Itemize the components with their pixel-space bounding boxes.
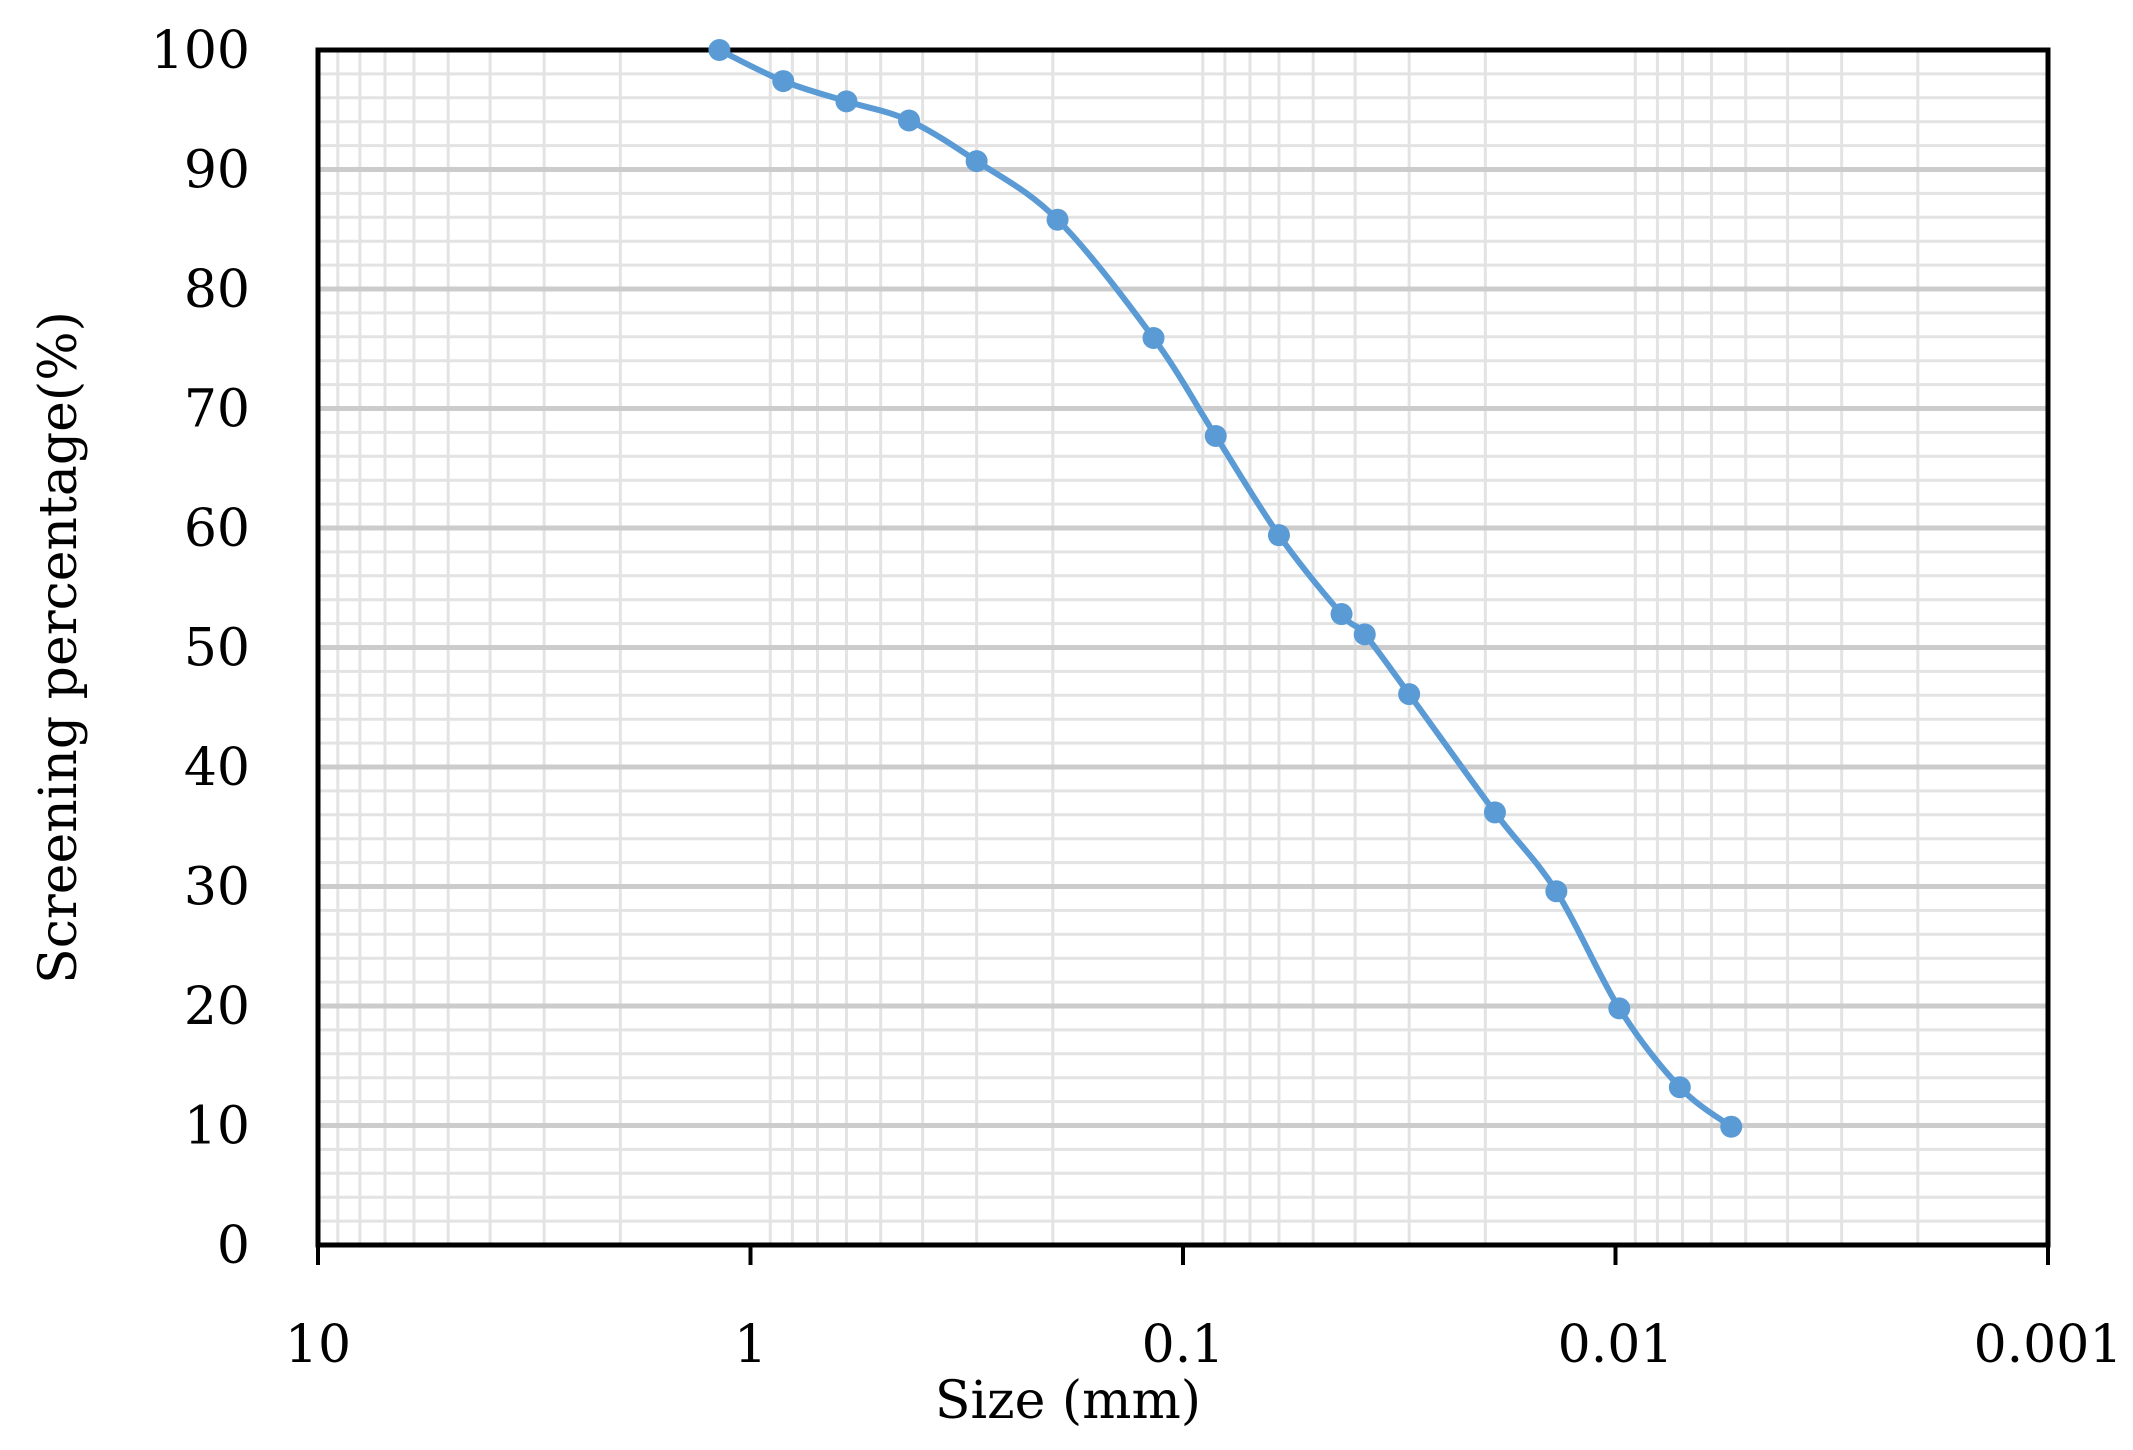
data-point (1204, 424, 1227, 447)
data-point (1330, 603, 1353, 626)
x-tick-label: 0.001 (1974, 1315, 2123, 1375)
x-tick-labels: 10 1 0.1 0.01 0.001 (285, 1315, 2123, 1375)
major-gridlines (318, 167, 2048, 1128)
y-tick-label: 90 (184, 141, 250, 201)
series-layer (708, 39, 1743, 1138)
x-tick-label: 0.01 (1558, 1315, 1674, 1375)
data-point (1668, 1076, 1691, 1099)
y-tick-label: 50 (184, 619, 250, 679)
data-point (1720, 1115, 1743, 1138)
y-tick-label: 100 (151, 21, 250, 81)
axis-ticks (316, 1245, 2050, 1265)
data-point (708, 39, 731, 61)
data-point (1267, 524, 1290, 547)
y-tick-labels: 0 10 20 30 40 50 60 70 80 90 100 (151, 21, 250, 1276)
data-point (1046, 208, 1069, 231)
x-tick-label: 0.1 (1142, 1315, 1225, 1375)
data-point (1353, 623, 1376, 646)
x-tick-label: 10 (285, 1315, 351, 1375)
data-point (835, 90, 858, 113)
y-tick-label: 80 (184, 260, 250, 320)
y-tick-label: 40 (184, 738, 250, 798)
data-point (965, 150, 988, 173)
data-point (1545, 880, 1568, 903)
data-point (1398, 683, 1421, 706)
y-tick-label: 30 (184, 858, 250, 918)
y-tick-label: 20 (184, 977, 250, 1037)
data-point (772, 70, 795, 93)
y-tick-label: 10 (184, 1097, 250, 1157)
data-point (1142, 326, 1165, 349)
y-tick-label: 60 (184, 499, 250, 559)
y-tick-label: 0 (217, 1216, 250, 1276)
x-axis-title: Size (mm) (935, 1371, 1201, 1431)
x-tick-label: 1 (734, 1315, 767, 1375)
y-axis-title: Screening percentage(%) (29, 311, 89, 984)
data-point (1483, 801, 1506, 824)
y-tick-label: 70 (184, 380, 250, 440)
data-point (898, 109, 921, 132)
data-point (1608, 997, 1631, 1020)
